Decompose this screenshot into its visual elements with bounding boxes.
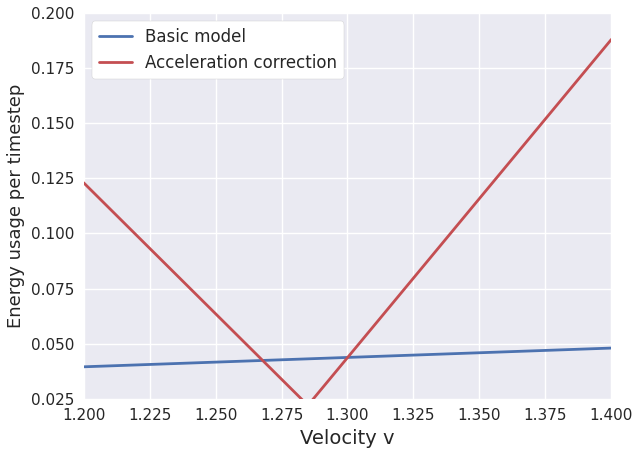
Basic model: [607, 345, 615, 351]
Acceleration correction: [332, 369, 339, 375]
Legend: Basic model, Acceleration correction: Basic model, Acceleration correction: [92, 21, 344, 79]
Basic model: [333, 355, 341, 360]
Acceleration correction: [366, 328, 374, 333]
Line: Acceleration correction: Acceleration correction: [84, 40, 611, 405]
Y-axis label: Energy usage per timestep: Energy usage per timestep: [7, 84, 25, 328]
Acceleration correction: [607, 37, 615, 42]
Acceleration correction: [80, 180, 88, 186]
Basic model: [513, 349, 520, 354]
Acceleration correction: [304, 403, 312, 408]
Basic model: [394, 353, 401, 359]
Acceleration correction: [596, 51, 604, 56]
Basic model: [330, 355, 338, 361]
Line: Basic model: Basic model: [84, 348, 611, 367]
Acceleration correction: [335, 366, 342, 371]
Acceleration correction: [513, 150, 521, 156]
Basic model: [365, 354, 373, 359]
Acceleration correction: [395, 293, 403, 298]
Basic model: [595, 346, 602, 351]
X-axis label: Velocity v: Velocity v: [300, 429, 395, 448]
Basic model: [80, 364, 88, 369]
